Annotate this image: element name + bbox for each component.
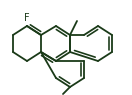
Text: F: F — [24, 13, 30, 23]
